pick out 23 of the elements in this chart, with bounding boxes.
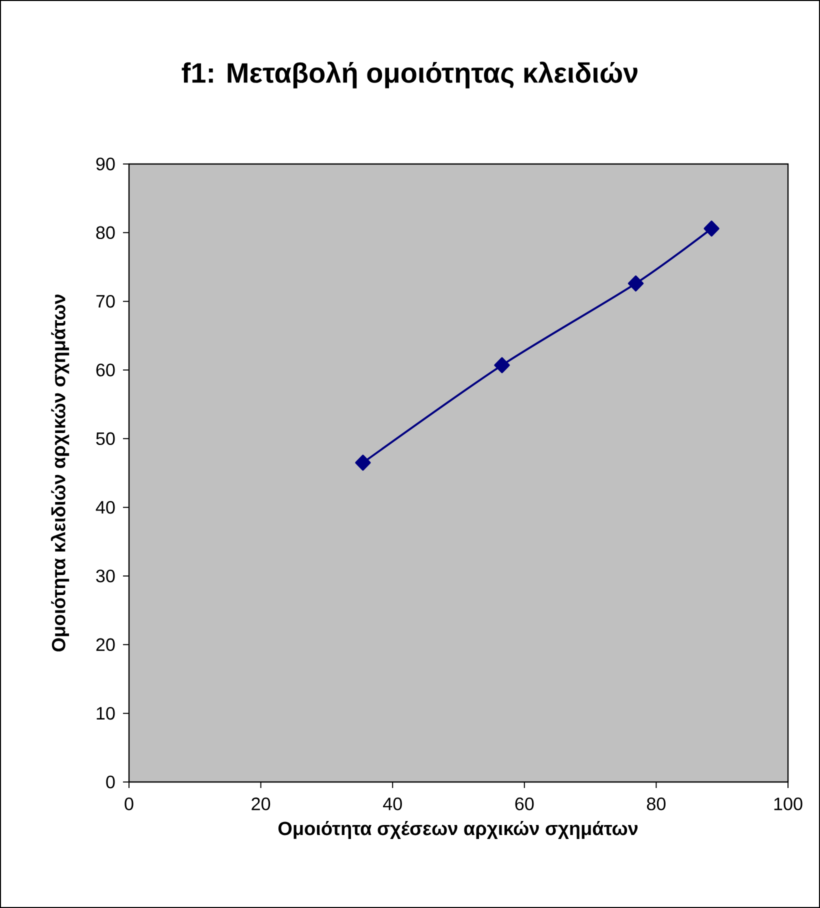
y-tick-label: 20 bbox=[96, 638, 115, 652]
x-tick-label: 0 bbox=[124, 798, 134, 810]
x-tick-label: 20 bbox=[252, 798, 270, 810]
chart-title: f1: Μεταβολή ομοιότητας κλειδιών bbox=[182, 62, 638, 88]
y-tick-label: 40 bbox=[96, 500, 115, 514]
point bbox=[628, 275, 644, 292]
y-tick-label: 10 bbox=[96, 706, 115, 720]
point bbox=[704, 220, 720, 237]
x-tick-label: 100 bbox=[774, 798, 802, 810]
y-tick-label: 80 bbox=[96, 226, 115, 240]
point bbox=[355, 454, 371, 471]
x-axis-title: Ομοιότητα σχέσεων αρχικών σχημάτων bbox=[278, 821, 638, 839]
y-axis-title: Ομοιότητα κλειδιών αρχικών σχημάτων bbox=[50, 294, 70, 652]
y-tick-label: 0 bbox=[106, 776, 115, 788]
point bbox=[494, 357, 510, 374]
x-tick-label: 60 bbox=[515, 798, 534, 810]
y-tick-label: 30 bbox=[96, 570, 115, 582]
y-tick-label: 90 bbox=[96, 158, 115, 170]
y-tick-label: 50 bbox=[96, 432, 115, 446]
x-tick-label: 80 bbox=[646, 798, 666, 810]
y-tick-label: 70 bbox=[96, 294, 115, 308]
x-tick-label: 40 bbox=[383, 798, 402, 810]
y-tick-label: 60 bbox=[96, 364, 115, 376]
